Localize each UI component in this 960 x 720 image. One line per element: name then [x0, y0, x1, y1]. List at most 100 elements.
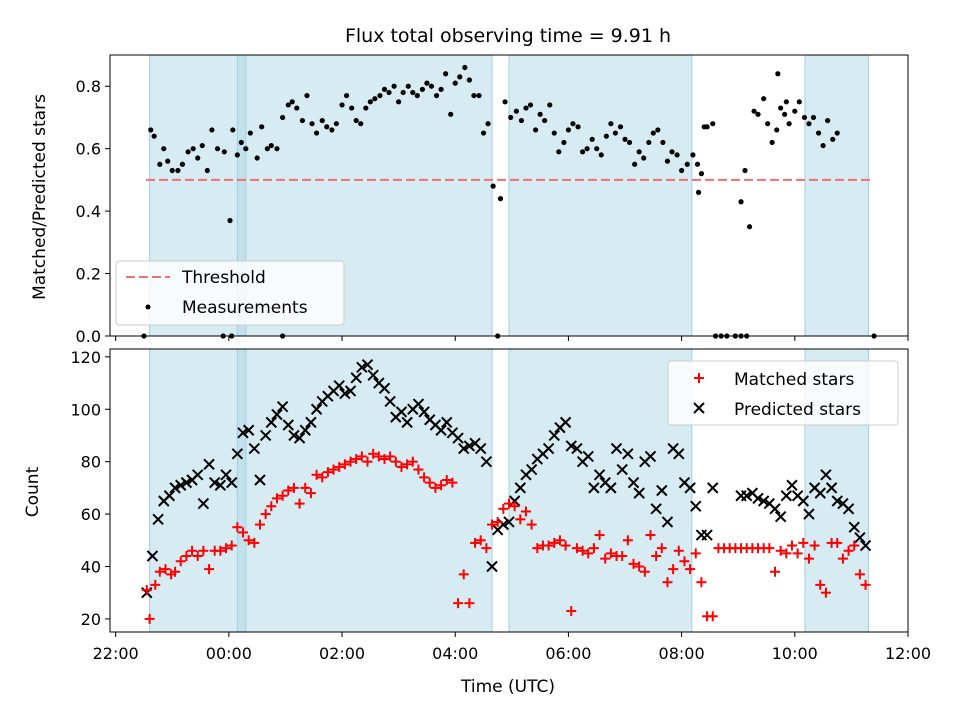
predicted-star-point: [146, 550, 159, 562]
matched-star-point: [334, 461, 345, 472]
predicted-star-point: [622, 448, 634, 460]
bottom-legend: Matched stars Predicted stars: [667, 360, 899, 426]
predicted-star-point: [344, 385, 357, 397]
measurement-point: [815, 130, 822, 136]
predicted-star-point: [707, 482, 719, 494]
measurement-point: [786, 121, 792, 127]
matched-star-point: [617, 551, 628, 562]
matched-star-point: [543, 540, 554, 551]
y-tick-label: 0.8: [76, 77, 101, 96]
matched-star-point: [266, 501, 277, 512]
predicted-star-point: [418, 406, 430, 418]
measurement-point: [490, 183, 496, 189]
measurement-point: [175, 167, 181, 174]
predicted-star-point: [854, 531, 866, 544]
top-y-axis-label: Matched/Predicted stars: [30, 94, 50, 300]
measurement-point: [169, 167, 175, 174]
x-tick-label: 00:00: [206, 644, 252, 663]
predicted-star-point: [786, 479, 798, 491]
x-tick-label: 06:00: [545, 644, 591, 663]
measurement-point: [622, 136, 628, 142]
predicted-star-point: [831, 495, 843, 507]
measurement-point: [294, 105, 300, 111]
predicted-star-point: [361, 359, 374, 371]
predicted-star-point: [610, 442, 623, 455]
predicted-star-point: [814, 487, 826, 499]
measurement-point: [204, 167, 210, 174]
x-tick-label: 08:00: [659, 644, 705, 663]
y-tick-label: 0.6: [76, 140, 101, 159]
matched-star-point: [345, 456, 356, 467]
matched-star-point: [520, 506, 531, 517]
measurement-point: [339, 102, 345, 108]
measurement-point: [796, 99, 802, 105]
matched-star-point: [515, 514, 526, 525]
shaded-interval: [508, 54, 693, 337]
matched-star-point: [571, 543, 582, 554]
matched-star-point: [288, 482, 299, 493]
matched-star-point: [368, 448, 379, 459]
measurement-point: [428, 83, 435, 89]
measurement-point: [561, 139, 567, 146]
legend-threshold-label: Threshold: [181, 268, 266, 288]
measurement-point: [769, 139, 775, 146]
top-legend: Threshold Measurements: [115, 260, 345, 326]
measurement-point: [309, 121, 315, 127]
matched-star-point: [781, 548, 792, 559]
predicted-star-point: [208, 476, 221, 489]
matched-star-point: [622, 535, 633, 546]
measurement-point: [157, 161, 163, 167]
predicted-star-point: [242, 424, 255, 436]
measurement-point: [533, 127, 539, 133]
predicted-star-point: [582, 450, 594, 463]
legend-measurements-swatch: [145, 304, 151, 310]
matched-star-point: [328, 464, 339, 475]
predicted-star-point: [797, 495, 810, 507]
measurement-point: [608, 121, 614, 127]
predicted-star-point: [820, 469, 832, 481]
matched-star-point: [554, 535, 565, 546]
measurement-point: [542, 117, 548, 124]
matched-star-point: [300, 482, 311, 493]
matched-star-point: [837, 553, 848, 564]
measurement-point: [632, 161, 638, 167]
matched-star-point: [594, 530, 605, 541]
y-tick-label: 120: [70, 348, 101, 367]
matched-star-point: [775, 545, 786, 556]
measurement-point: [313, 130, 320, 136]
measurement-point: [674, 152, 680, 158]
predicted-star-point: [559, 416, 572, 429]
matched-star-point: [226, 540, 237, 551]
predicted-star-point: [305, 416, 317, 429]
predicted-star-point: [378, 382, 391, 395]
matched-star-point: [351, 454, 362, 465]
matched-star-point: [770, 566, 780, 577]
matched-star-point: [464, 598, 475, 609]
matched-star-point: [492, 516, 503, 527]
matched-star-point: [254, 519, 265, 530]
predicted-star-point: [248, 442, 261, 455]
measurement-point: [358, 121, 364, 127]
y-tick-label: 60: [81, 505, 101, 524]
measurement-point: [400, 89, 406, 96]
predicted-star-point: [503, 516, 515, 528]
measurement-point: [820, 142, 826, 149]
matched-star-point: [815, 579, 826, 590]
measurement-point: [775, 71, 781, 77]
measurement-point: [792, 108, 798, 114]
y-tick-label: 20: [81, 610, 101, 629]
measurement-point: [485, 121, 491, 127]
measurement-point: [268, 142, 274, 149]
predicted-star-point: [463, 440, 476, 452]
predicted-star-point: [633, 487, 645, 499]
legend-measurements-label: Measurements: [182, 298, 308, 318]
measurement-point: [221, 149, 227, 155]
matched-star-point: [277, 490, 288, 501]
measurement-point: [433, 92, 440, 99]
predicted-star-point: [401, 416, 413, 429]
predicted-star-point: [605, 482, 617, 494]
measurement-point: [694, 161, 701, 167]
matched-star-point: [690, 548, 701, 559]
measurement-point: [834, 130, 840, 136]
matched-star-point: [481, 543, 492, 554]
